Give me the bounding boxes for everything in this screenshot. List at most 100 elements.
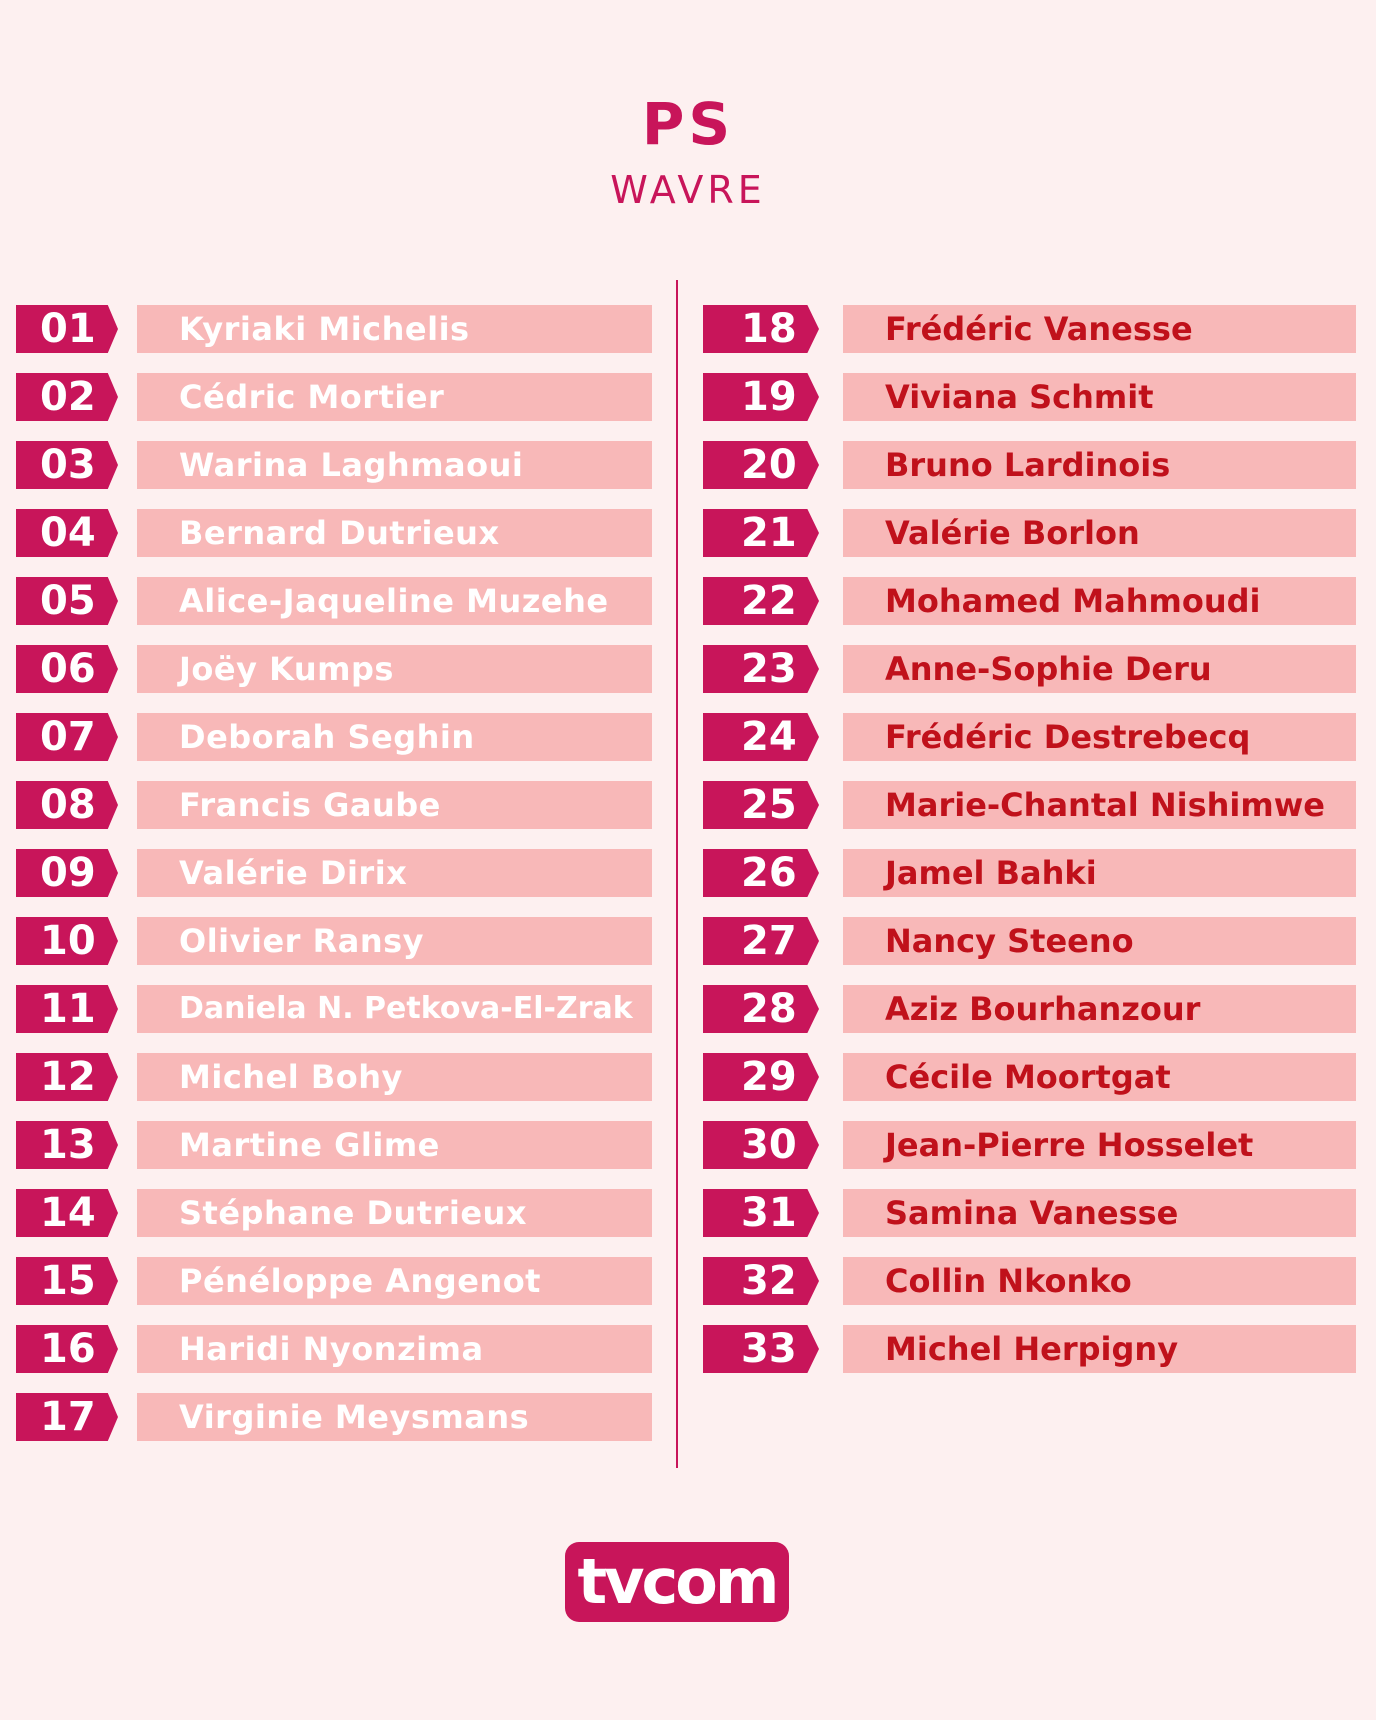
candidate-row: 12 Michel Bohy: [16, 1053, 652, 1101]
candidate-number-badge: 15: [16, 1257, 118, 1305]
candidate-number-badge: 17: [16, 1393, 118, 1441]
candidate-number-badge: 04: [16, 509, 118, 557]
candidate-number-badge: 25: [703, 781, 819, 829]
candidate-name: Nancy Steeno: [843, 917, 1356, 965]
candidate-name: Michel Herpigny: [843, 1325, 1356, 1373]
candidate-number-badge: 21: [703, 509, 819, 557]
candidate-name: Frédéric Destrebecq: [843, 713, 1356, 761]
candidate-name: Virginie Meysmans: [137, 1393, 652, 1441]
candidate-name: Haridi Nyonzima: [137, 1325, 652, 1373]
candidate-number-badge: 08: [16, 781, 118, 829]
candidate-number-badge: 10: [16, 917, 118, 965]
candidate-name: Anne-Sophie Deru: [843, 645, 1356, 693]
candidate-row: 16 Haridi Nyonzima: [16, 1325, 652, 1373]
candidate-row: 27 Nancy Steeno: [703, 917, 1356, 965]
candidate-name: Francis Gaube: [137, 781, 652, 829]
candidate-number-badge: 18: [703, 305, 819, 353]
candidate-name: Warina Laghmaoui: [137, 441, 652, 489]
candidate-row: 10 Olivier Ransy: [16, 917, 652, 965]
candidate-number-badge: 12: [16, 1053, 118, 1101]
candidate-number-badge: 07: [16, 713, 118, 761]
candidate-name: Viviana Schmit: [843, 373, 1356, 421]
candidate-name: Aziz Bourhanzour: [843, 985, 1356, 1033]
candidate-row: 02 Cédric Mortier: [16, 373, 652, 421]
candidate-row: 31 Samina Vanesse: [703, 1189, 1356, 1237]
candidate-name: Jamel Bahki: [843, 849, 1356, 897]
candidate-number-badge: 29: [703, 1053, 819, 1101]
candidate-number-badge: 06: [16, 645, 118, 693]
candidate-number-badge: 28: [703, 985, 819, 1033]
candidate-row: 15 Pénéloppe Angenot: [16, 1257, 652, 1305]
candidate-name: Olivier Ransy: [137, 917, 652, 965]
candidate-name: Cédric Mortier: [137, 373, 652, 421]
candidate-name: Alice-Jaqueline Muzehe: [137, 577, 652, 625]
candidate-number-badge: 01: [16, 305, 118, 353]
candidate-name: Bernard Dutrieux: [137, 509, 652, 557]
candidate-row: 33 Michel Herpigny: [703, 1325, 1356, 1373]
candidate-row: 30 Jean-Pierre Hosselet: [703, 1121, 1356, 1169]
candidate-row: 32 Collin Nkonko: [703, 1257, 1356, 1305]
column-divider: [676, 280, 678, 1468]
candidate-number-badge: 23: [703, 645, 819, 693]
candidate-number-badge: 22: [703, 577, 819, 625]
candidate-list-right: 18 Frédéric Vanesse 19 Viviana Schmit 20 Brun…: [703, 305, 1356, 1393]
city-subtitle: WAVRE: [610, 168, 766, 212]
candidate-number-badge: 13: [16, 1121, 118, 1169]
candidate-name: Valérie Borlon: [843, 509, 1356, 557]
candidate-row: 09 Valérie Dirix: [16, 849, 652, 897]
candidate-name: Joëy Kumps: [137, 645, 652, 693]
candidate-row: 20 Bruno Lardinois: [703, 441, 1356, 489]
candidate-name: Collin Nkonko: [843, 1257, 1356, 1305]
candidate-name: Cécile Moortgat: [843, 1053, 1356, 1101]
candidate-number-badge: 03: [16, 441, 118, 489]
candidate-row: 22 Mohamed Mahmoudi: [703, 577, 1356, 625]
candidate-name: Martine Glime: [137, 1121, 652, 1169]
candidate-name: Frédéric Vanesse: [843, 305, 1356, 353]
candidate-row: 07 Deborah Seghin: [16, 713, 652, 761]
candidate-row: 24 Frédéric Destrebecq: [703, 713, 1356, 761]
candidate-number-badge: 20: [703, 441, 819, 489]
candidate-name: Marie-Chantal Nishimwe: [843, 781, 1356, 829]
candidate-row: 05 Alice-Jaqueline Muzehe: [16, 577, 652, 625]
candidate-number-badge: 09: [16, 849, 118, 897]
party-title: PS: [641, 90, 735, 158]
candidate-name: Michel Bohy: [137, 1053, 652, 1101]
candidate-name: Jean-Pierre Hosselet: [843, 1121, 1356, 1169]
header: PS WAVRE: [0, 95, 1376, 209]
candidate-number-badge: 24: [703, 713, 819, 761]
candidate-row: 23 Anne-Sophie Deru: [703, 645, 1356, 693]
candidate-row: 08 Francis Gaube: [16, 781, 652, 829]
candidate-row: 29 Cécile Moortgat: [703, 1053, 1356, 1101]
candidate-row: 25 Marie-Chantal Nishimwe: [703, 781, 1356, 829]
candidate-name: Kyriaki Michelis: [137, 305, 652, 353]
candidate-number-badge: 19: [703, 373, 819, 421]
candidate-name: Mohamed Mahmoudi: [843, 577, 1356, 625]
candidate-number-badge: 16: [16, 1325, 118, 1373]
candidate-number-badge: 31: [703, 1189, 819, 1237]
candidate-list-left: 01 Kyriaki Michelis 02 Cédric Mortier 03 Wari…: [16, 305, 652, 1461]
candidate-row: 17 Virginie Meysmans: [16, 1393, 652, 1441]
candidate-number-badge: 11: [16, 985, 118, 1033]
candidate-name: Valérie Dirix: [137, 849, 652, 897]
candidate-number-badge: 33: [703, 1325, 819, 1373]
candidate-row: 13 Martine Glime: [16, 1121, 652, 1169]
candidate-row: 01 Kyriaki Michelis: [16, 305, 652, 353]
candidate-number-badge: 26: [703, 849, 819, 897]
candidate-row: 03 Warina Laghmaoui: [16, 441, 652, 489]
tvcom-logo: tvcom: [565, 1542, 789, 1622]
candidate-name: Stéphane Dutrieux: [137, 1189, 652, 1237]
candidate-number-badge: 05: [16, 577, 118, 625]
candidate-number-badge: 27: [703, 917, 819, 965]
candidate-row: 11 Daniela N. Petkova-El-Zrak: [16, 985, 652, 1033]
candidate-row: 26 Jamel Bahki: [703, 849, 1356, 897]
candidate-row: 04 Bernard Dutrieux: [16, 509, 652, 557]
candidate-row: 14 Stéphane Dutrieux: [16, 1189, 652, 1237]
candidate-name: Bruno Lardinois: [843, 441, 1356, 489]
candidate-number-badge: 02: [16, 373, 118, 421]
candidate-number-badge: 30: [703, 1121, 819, 1169]
candidate-name: Pénéloppe Angenot: [137, 1257, 652, 1305]
candidate-name: Daniela N. Petkova-El-Zrak: [137, 985, 652, 1033]
candidate-name: Samina Vanesse: [843, 1189, 1356, 1237]
candidate-row: 06 Joëy Kumps: [16, 645, 652, 693]
candidate-name: Deborah Seghin: [137, 713, 652, 761]
